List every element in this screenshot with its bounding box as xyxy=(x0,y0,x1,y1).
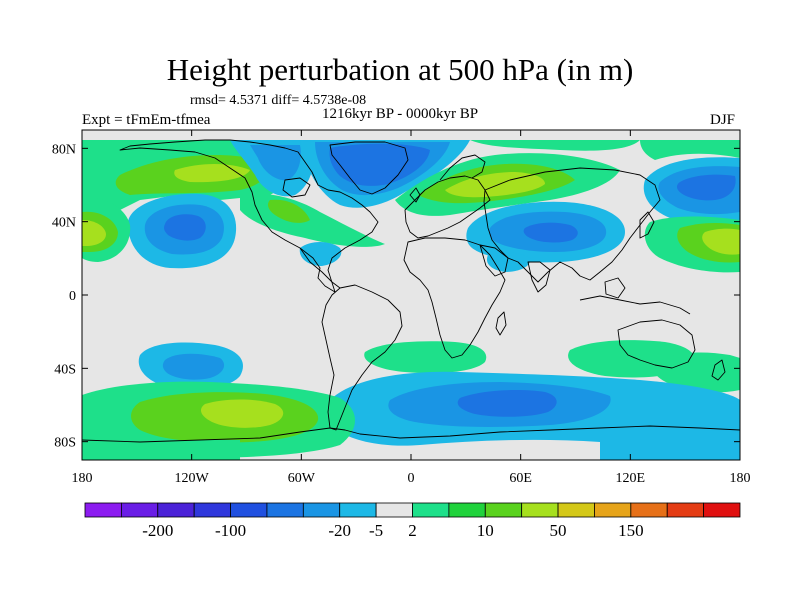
coastline-hudson-bay xyxy=(282,177,311,198)
contour-positive-east-edge-core xyxy=(702,228,740,255)
coastline-arabia xyxy=(479,244,509,277)
contour-field xyxy=(82,130,740,460)
coastline-new-zealand xyxy=(711,359,726,381)
colorbar: -200 -100 -20 -5 2 10 50 150 xyxy=(84,502,741,540)
lat-tick-label: 40N xyxy=(52,216,76,231)
contour-negative-greenland-inner xyxy=(329,143,430,186)
coastline-borneo xyxy=(604,277,626,299)
contour-positive-south-atlantic xyxy=(364,341,487,374)
contour-positive-antarctic-west xyxy=(82,440,240,460)
coastline-britain xyxy=(409,187,421,203)
colorbar-swatch xyxy=(193,502,231,518)
colorbar-swatch xyxy=(157,502,195,518)
contour-negative-central-asia-core xyxy=(523,222,578,243)
colorbar-swatch xyxy=(339,502,377,518)
lat-tick-label: 80N xyxy=(52,142,76,157)
colorbar-swatch xyxy=(484,502,523,518)
experiment-label: Expt = tFmEm-tfmea xyxy=(82,112,211,128)
contour-negative-antarctic-east xyxy=(600,427,740,460)
colorbar-swatch xyxy=(521,502,559,518)
contour-negative-canada-inner xyxy=(250,145,301,181)
lon-tick-label: 120E xyxy=(616,471,646,486)
contour-negative-nw-pacific-core xyxy=(676,174,736,201)
colorbar-swatch xyxy=(594,502,632,518)
stats-label: rmsd= 4.5371 diff= 4.5738e-08 xyxy=(190,93,367,108)
lat-tick-label: 80S xyxy=(54,436,76,451)
colorbar-swatch xyxy=(375,502,413,518)
colorbar-label: -5 xyxy=(369,521,383,540)
lon-tick-label: 120W xyxy=(175,471,210,486)
period-label: 1216kyr BP - 0000kyr BP xyxy=(322,106,479,122)
lon-tick-label: 180 xyxy=(72,471,93,486)
colorbar-swatch xyxy=(448,502,486,518)
contour-positive-se-pacific-core xyxy=(200,399,284,428)
contour-negative-ne-pacific-core xyxy=(164,214,206,241)
contour-negative-south-pacific-inner xyxy=(162,353,225,380)
coastlines xyxy=(82,139,740,443)
longitude-axis: 180 120W 60W 0 60E 120E 180 xyxy=(72,130,751,486)
colorbar-label: 10 xyxy=(477,521,494,540)
colorbar-swatch xyxy=(266,502,304,518)
colorbar-swatch xyxy=(557,502,595,518)
latitude-axis: 80N 40N 0 40S 80S xyxy=(52,142,740,451)
colorbar-label: -20 xyxy=(328,521,351,540)
lat-tick-label: 40S xyxy=(54,362,76,377)
coastline-north-america xyxy=(119,139,379,293)
coastline-madagascar xyxy=(495,311,507,336)
lon-tick-label: 60E xyxy=(509,471,532,486)
coastline-south-america xyxy=(321,284,403,431)
colorbar-label: 150 xyxy=(618,521,644,540)
coastline-india xyxy=(527,261,551,293)
colorbar-swatch xyxy=(630,502,668,518)
colorbar-label: -100 xyxy=(215,521,246,540)
season-label: DJF xyxy=(710,112,736,128)
lon-tick-label: 0 xyxy=(408,471,415,486)
coastline-central-america xyxy=(299,247,341,289)
colorbar-swatch xyxy=(666,502,705,518)
contour-negative-southern-ocean-core xyxy=(457,390,557,417)
coastline-indonesia xyxy=(579,295,691,315)
colorbar-swatch xyxy=(120,502,159,518)
colorbar-swatch xyxy=(302,502,341,518)
colorbar-swatch xyxy=(230,502,268,518)
coastline-scandinavia xyxy=(439,154,486,181)
coastline-greenland xyxy=(329,141,409,195)
contour-positive-arctic-siberia xyxy=(470,140,640,151)
colorbar-swatch xyxy=(703,502,741,518)
colorbar-label: 2 xyxy=(408,521,417,540)
coastline-japan xyxy=(639,211,655,239)
contour-positive-ne-asia-arctic xyxy=(640,140,740,160)
coastline-africa xyxy=(403,237,506,359)
coastline-europe xyxy=(404,175,491,239)
colorbar-label: 50 xyxy=(550,521,567,540)
lon-tick-label: 60W xyxy=(288,471,316,486)
colorbar-label: -200 xyxy=(142,521,173,540)
coastline-antarctica xyxy=(82,425,740,443)
contour-positive-n-america-inner xyxy=(267,199,310,223)
contour-positive-west-edge-core xyxy=(82,220,106,246)
colorbar-swatch xyxy=(412,502,450,518)
lat-tick-label: 0 xyxy=(69,289,76,304)
colorbar-swatch xyxy=(84,502,122,518)
coastline-asia xyxy=(483,167,661,283)
coastline-australia xyxy=(617,319,696,369)
plot-title: Height perturbation at 500 hPa (in m) xyxy=(166,52,634,87)
lon-tick-label: 180 xyxy=(730,471,751,486)
contour-positive-eurasia-core xyxy=(445,172,545,198)
